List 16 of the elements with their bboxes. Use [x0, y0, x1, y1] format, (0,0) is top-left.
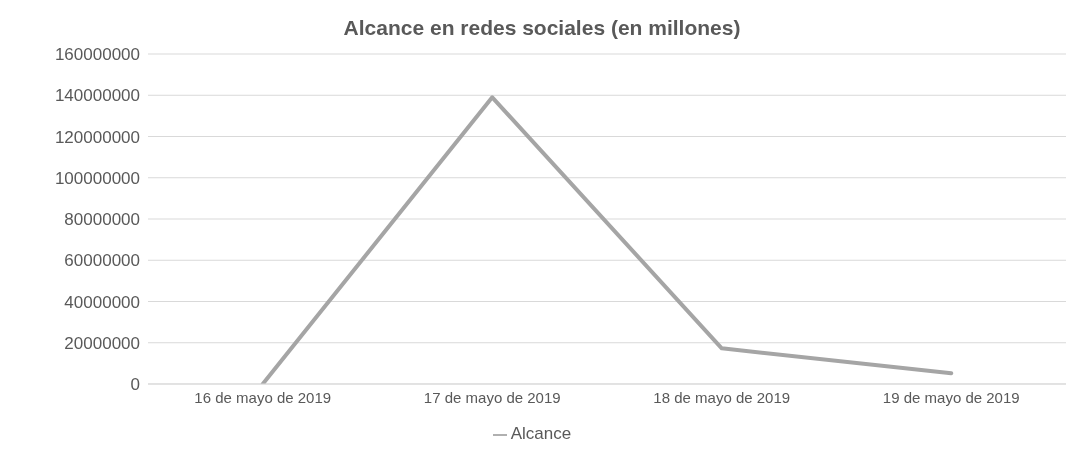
chart-title: Alcance en redes sociales (en millones) [342, 16, 742, 40]
y-tick-label: 40000000 [64, 292, 140, 312]
line-series [260, 95, 954, 384]
x-tick-label: 17 de mayo de 2019 [423, 388, 561, 406]
y-tick-label: 100000000 [54, 168, 140, 188]
legend-label: Alcance [510, 424, 572, 443]
y-tick-label: 140000000 [54, 86, 140, 106]
x-tick-label: 16 de mayo de 2019 [194, 388, 332, 406]
x-tick-label: 18 de mayo de 2019 [653, 388, 791, 406]
y-tick-label: 0 [130, 375, 140, 395]
x-tick-label: 19 de mayo de 2019 [882, 388, 1020, 406]
y-tick-label: 60000000 [64, 251, 140, 271]
y-tick-label: 120000000 [54, 127, 140, 147]
y-tick-label: 160000000 [54, 45, 140, 65]
y-tick-label: 20000000 [64, 333, 140, 353]
y-tick-label: 80000000 [64, 210, 140, 230]
